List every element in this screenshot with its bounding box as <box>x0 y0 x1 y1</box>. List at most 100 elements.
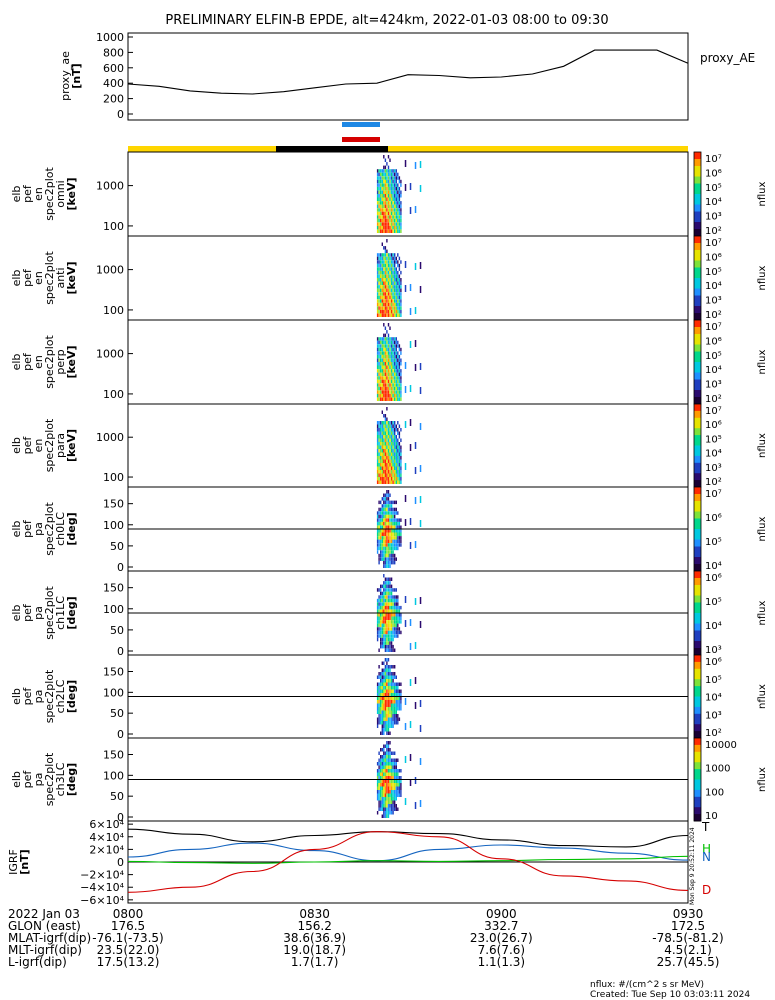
flux-pixel <box>381 365 383 369</box>
flux-pixel <box>397 438 399 442</box>
flux-pixel <box>389 560 391 565</box>
flux-pixel <box>392 623 394 628</box>
flux-pixel <box>378 769 380 773</box>
flux-pixel <box>381 668 383 672</box>
flux-pixel <box>384 584 387 589</box>
flux-pixel <box>398 383 401 387</box>
flux-pixel <box>384 292 387 296</box>
flux-pixel <box>392 281 394 285</box>
flux-pixel <box>378 557 380 561</box>
flux-pixel <box>397 274 399 278</box>
flux-pixel <box>387 588 390 592</box>
colorbar-tick-label: 10³ <box>705 380 722 391</box>
flux-pixel <box>383 267 385 271</box>
flux-pixel <box>395 623 397 628</box>
flux-pixel <box>392 609 394 613</box>
flux-pixel <box>389 267 391 271</box>
flux-pixel <box>389 800 391 804</box>
flux-pixel <box>383 358 385 362</box>
flux-pixel <box>378 665 380 669</box>
colorbar-segment <box>694 494 701 498</box>
flux-pixel <box>395 211 397 216</box>
flux-pixel <box>378 536 380 540</box>
flux-pixel <box>392 442 394 446</box>
flux-pixel <box>394 700 396 704</box>
flux-pixel <box>389 804 391 808</box>
flux-pixel <box>384 703 387 707</box>
flux-pixel <box>392 295 394 300</box>
flux-pixel <box>378 634 380 638</box>
flux-pixel <box>380 700 382 704</box>
flux-pixel <box>389 295 391 300</box>
flux-pixel <box>394 613 396 617</box>
flux-pixel <box>392 595 394 599</box>
flux-pixel <box>394 521 396 526</box>
flux-pixel <box>392 758 394 762</box>
flux-pixel <box>389 668 391 672</box>
flux-pixel <box>397 442 399 446</box>
flux-pixel <box>386 648 388 652</box>
flux-pixel <box>376 295 379 300</box>
flux-pixel <box>386 186 388 191</box>
y-label-line: spec2plot <box>43 669 56 723</box>
flux-pixel <box>394 302 396 307</box>
flux-pixel <box>378 201 380 205</box>
flux-pixel <box>395 445 397 449</box>
flux-pixel <box>392 201 394 205</box>
colorbar-segment <box>694 487 701 491</box>
flux-pixel <box>376 421 379 425</box>
flux-pixel <box>390 344 393 348</box>
flux-pixel <box>383 497 385 501</box>
flux-pixel <box>376 299 379 303</box>
colorbar-tick-label: 10² <box>705 226 722 237</box>
flux-pixel <box>392 500 394 505</box>
flux-pixel <box>404 798 407 805</box>
flux-pixel <box>395 383 397 387</box>
colorbar-segment <box>694 379 701 384</box>
flux-pixel <box>387 225 390 230</box>
y-label-line: en <box>32 271 45 285</box>
flux-pixel <box>384 560 387 565</box>
flux-pixel <box>380 613 382 617</box>
flux-pixel <box>384 274 387 278</box>
y-label-line: [deg] <box>65 763 78 796</box>
flux-pixel <box>383 313 385 317</box>
flux-pixel <box>384 728 387 732</box>
flux-pixel <box>378 714 380 718</box>
flux-pixel <box>387 362 390 366</box>
flux-pixel <box>387 383 390 387</box>
flux-pixel <box>392 477 394 481</box>
flux-pixel <box>414 442 417 449</box>
flux-pixel <box>397 717 399 721</box>
flux-pixel <box>378 424 380 428</box>
flux-pixel <box>384 644 387 649</box>
y-label-line: ch3LC <box>54 762 67 796</box>
flux-pixel <box>390 256 393 261</box>
flux-pixel <box>380 428 382 432</box>
flux-pixel <box>394 459 396 463</box>
flux-pixel <box>384 762 387 766</box>
flux-pixel <box>383 344 385 348</box>
flux-pixel <box>390 765 393 769</box>
flux-pixel <box>389 438 391 442</box>
flux-pixel <box>383 379 385 384</box>
flux-pixel <box>395 521 397 526</box>
flux-pixel <box>394 288 396 293</box>
flux-pixel <box>397 358 399 362</box>
flux-pixel <box>400 480 402 484</box>
flux-pixel <box>383 532 385 536</box>
flux-pixel <box>381 710 383 714</box>
flux-pixel <box>383 755 385 759</box>
flux-pixel <box>376 390 379 394</box>
flux-pixel <box>398 263 401 268</box>
flux-pixel <box>390 714 393 718</box>
flux-pixel <box>384 347 387 352</box>
flux-pixel <box>387 186 390 191</box>
flux-pixel <box>392 783 394 787</box>
flux-pixel <box>386 546 388 551</box>
flux-pixel <box>390 630 393 635</box>
flux-pixel <box>392 525 394 529</box>
ephemeris-cell: 0800 <box>113 907 144 921</box>
flux-pixel <box>397 386 399 391</box>
